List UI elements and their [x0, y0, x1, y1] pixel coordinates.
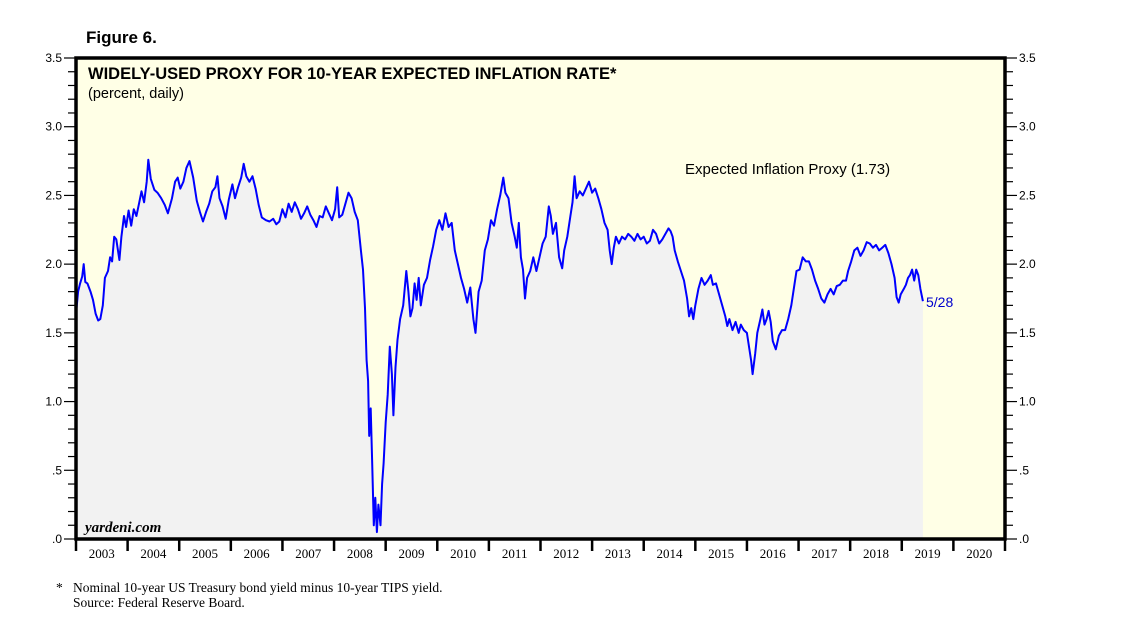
series-line [75, 158, 924, 534]
x-tick-label: 2017 [811, 546, 838, 561]
x-tick-label: 2012 [553, 546, 579, 561]
x-axis: 2003 2004 2005 2006 2007 2008 2009 2010 2011 2012… [74, 539, 1007, 561]
y-tick-label: 3.5 [45, 51, 62, 65]
chart-title: WIDELY-USED PROXY FOR 10-YEAR EXPECTED I… [88, 65, 617, 83]
y-axis-right: .0 .5 1.0 1.5 2.0 2.5 3.0 3.5 [1005, 51, 1036, 546]
footnote: * Nominal 10-year US Treasury bond yield … [56, 580, 442, 610]
y-tick-label: 3.5 [1019, 51, 1036, 65]
x-tick-label: 2005 [192, 546, 218, 561]
x-tick-label: 2010 [450, 546, 476, 561]
x-tick-label: 2015 [708, 546, 734, 561]
x-tick-label: 2003 [89, 546, 115, 561]
x-tick-label: 2004 [140, 546, 167, 561]
end-date-label: 5/28 [926, 294, 953, 310]
y-tick-label: 3.0 [45, 120, 62, 134]
x-tick-label: 2014 [657, 546, 684, 561]
footnote-line-2: Source: Federal Reserve Board. [73, 595, 245, 610]
footnote-line-1: Nominal 10-year US Treasury bond yield m… [73, 580, 443, 595]
y-tick-label: .0 [52, 532, 62, 546]
x-tick-label: 2019 [915, 546, 941, 561]
y-tick-label: 2.5 [45, 188, 62, 202]
figure-label: Figure 6. [86, 28, 157, 47]
x-tick-label: 2007 [295, 546, 322, 561]
y-tick-label: 1.5 [45, 326, 62, 340]
y-tick-label: 1.5 [1019, 326, 1036, 340]
y-tick-label: 2.0 [45, 257, 62, 271]
y-tick-label: .5 [52, 463, 62, 477]
y-tick-label: .5 [1019, 463, 1029, 477]
legend-label: Expected Inflation Proxy (1.73) [685, 161, 890, 178]
x-tick-label: 2020 [966, 546, 992, 561]
footnote-marker: * [56, 580, 63, 595]
y-tick-label: 2.5 [1019, 188, 1036, 202]
y-tick-label: 1.0 [1019, 395, 1036, 409]
watermark: yardeni.com [83, 520, 161, 536]
chart-subtitle: (percent, daily) [88, 86, 184, 102]
x-tick-label: 2018 [863, 546, 889, 561]
x-tick-label: 2006 [244, 546, 271, 561]
series-area-fill [76, 159, 923, 539]
x-tick-label: 2008 [347, 546, 373, 561]
y-tick-label: 1.0 [45, 395, 62, 409]
y-tick-label: .0 [1019, 532, 1029, 546]
y-axis-left: .0 .5 1.0 1.5 2.0 2.5 3.0 3.5 [45, 51, 76, 546]
y-tick-label: 2.0 [1019, 257, 1036, 271]
x-tick-label: 2013 [605, 546, 631, 561]
y-tick-label: 3.0 [1019, 120, 1036, 134]
x-tick-label: 2016 [760, 546, 787, 561]
x-tick-label: 2011 [502, 546, 528, 561]
x-tick-label: 2009 [398, 546, 424, 561]
